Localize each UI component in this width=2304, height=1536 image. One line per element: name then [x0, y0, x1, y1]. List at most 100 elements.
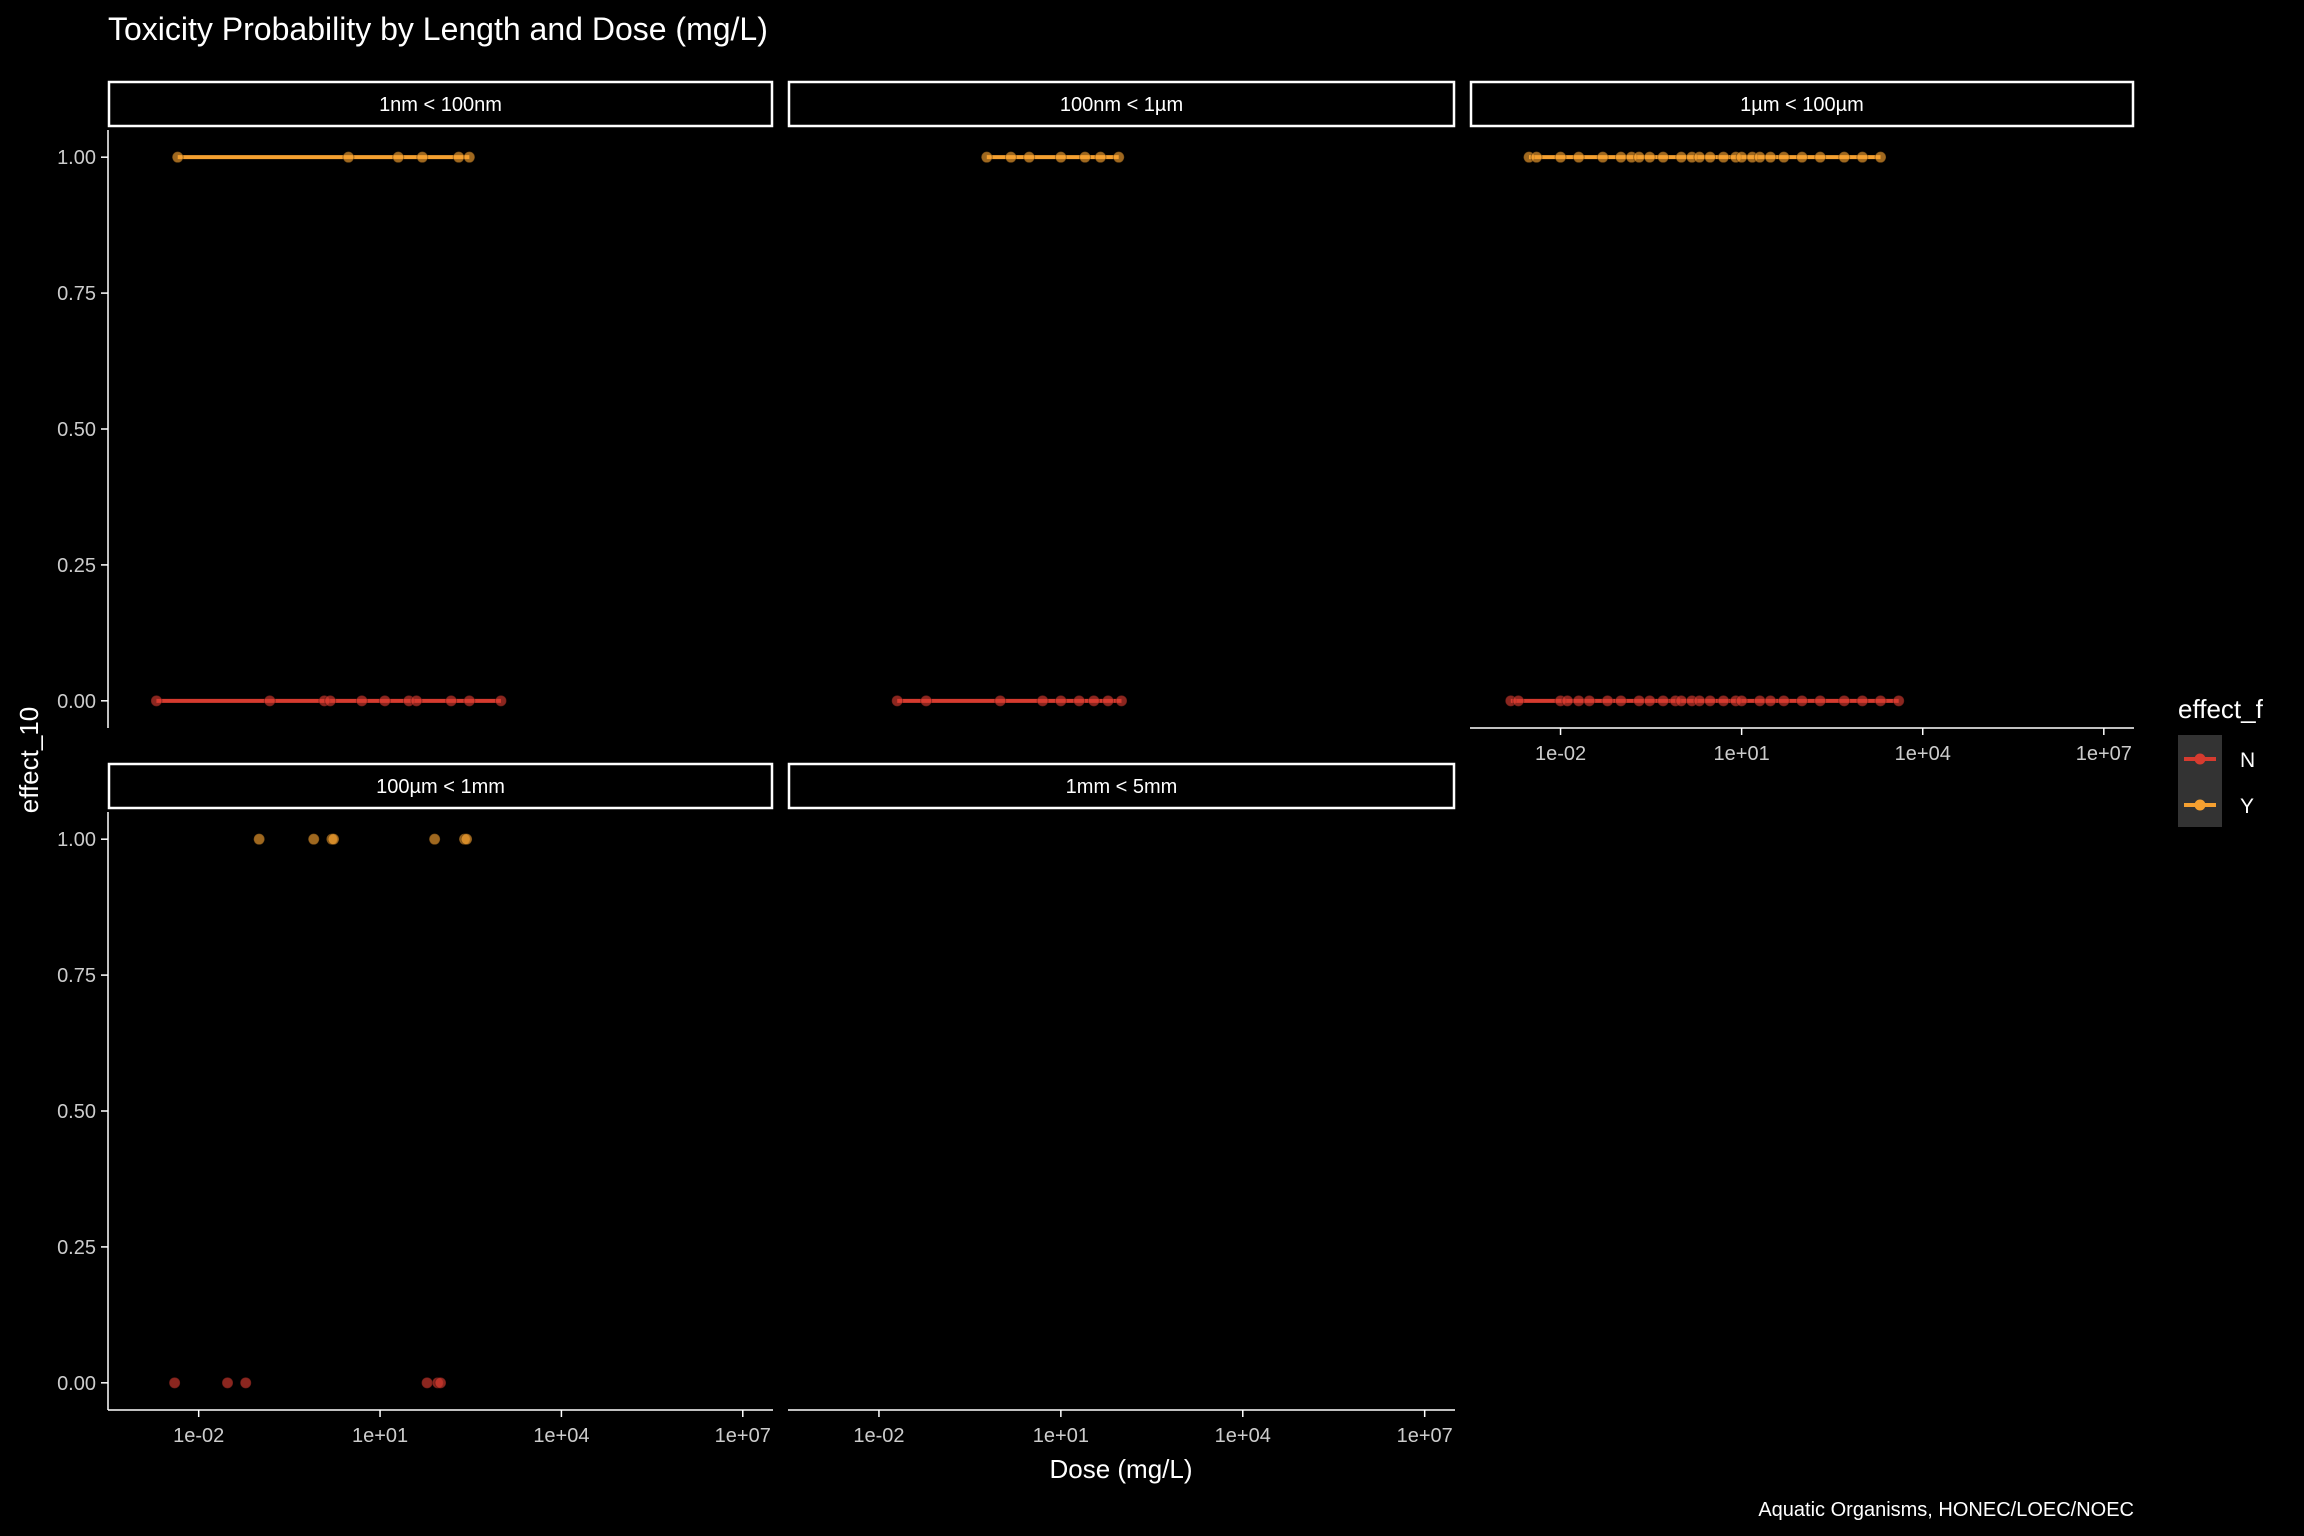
panel-100-m-1mm-series-n-point: [434, 1376, 447, 1389]
chart-title: Toxicity Probability by Length and Dose …: [108, 11, 768, 47]
panel-100-m-1mm-series-n-point: [168, 1376, 181, 1389]
panel-1-m-100-m-series-y-point: [1735, 151, 1748, 164]
panel-1nm-100nm-series-y-point: [416, 151, 429, 164]
panel-1-m-100-m-series-n-point: [1838, 694, 1851, 707]
panel-100-m-1mm-y-tick-label: 0.75: [57, 965, 96, 987]
panel-1-m-100-m-series-n-point: [1512, 694, 1525, 707]
panel-1-m-100-m-series-n-point: [1796, 694, 1808, 707]
panel-1-m-100-m-series-y-point: [1753, 151, 1766, 164]
panel-1-m-100-m-series-y-point: [1530, 151, 1543, 164]
legend-keys-background: [2178, 735, 2222, 827]
panel-1-m-100-m-series-n-point: [1874, 694, 1887, 707]
panel-100nm-1-m-series-y-point: [1094, 151, 1107, 164]
panel-100-m-1mm-series-y-point: [253, 833, 266, 846]
facet-panels: 1nm < 100nm 0.00 0.25 0.50 0.75 1.00 100nm < 1…: [57, 80, 2135, 1447]
panel-1nm-100nm: 1nm < 100nm 0.00 0.25 0.50 0.75 1.00: [57, 80, 774, 728]
panel-1-m-100-m-series-n-point: [1814, 694, 1827, 707]
panel-1-m-100-m-series-n-point: [1735, 694, 1748, 707]
panel-1-m-100-m-series-n-point: [1892, 694, 1905, 707]
panel-1nm-100nm-series-y-point: [463, 151, 476, 164]
panel-1mm-5mm-strip-label: 1mm < 5mm: [1066, 776, 1178, 798]
panel-100nm-1-m-series-n-point: [994, 694, 1007, 707]
panel-1-m-100-m-series-n-point: [1643, 694, 1656, 707]
panel-1-m-100-m-series-y-point: [1838, 151, 1851, 164]
panel-100nm-1-m-series-n-point: [920, 694, 933, 707]
panel-1-m-100-m-series-y-point: [1633, 151, 1646, 164]
panel-1nm-100nm-y-tick-label: 1.00: [57, 147, 96, 169]
panel-1nm-100nm-y-tick-label: 0.00: [57, 691, 96, 713]
panel-1-m-100-m-series-n-point: [1753, 694, 1766, 707]
panel-100nm-1-m-series-n-point: [1102, 694, 1115, 707]
panel-1-m-100-m-series-y-point: [1643, 151, 1656, 164]
panel-1-m-100-m-series-y-point: [1614, 151, 1627, 164]
panel-1-m-100-m-series-y-point: [1874, 151, 1887, 164]
panel-1nm-100nm-series-y-point: [342, 151, 355, 164]
legend-label: N: [2240, 749, 2255, 772]
panel-1-m-100-m-series-y-point: [1777, 151, 1790, 164]
chart-caption: Aquatic Organisms, HONEC/LOEC/NOEC: [1758, 1499, 2134, 1521]
panel-1mm-5mm-x-tick-label: 1e+01: [1033, 1425, 1089, 1447]
panel-100nm-1-m-strip: [787, 80, 1456, 128]
panel-1nm-100nm-series-n-point: [463, 694, 476, 707]
panel-100nm-1-m-series-y-point: [1078, 151, 1091, 164]
panel-1-m-100-m-strip-label: 1µm < 100µm: [1740, 94, 1864, 116]
panel-100nm-1-m-series-n-point: [891, 694, 904, 707]
panel-100-m-1mm-strip-label: 100µm < 1mm: [376, 776, 505, 798]
panel-1-m-100-m-series-n-point: [1601, 694, 1614, 707]
panel-100-m-1mm-x-tick-label: 1e+04: [533, 1425, 589, 1447]
panel-100nm-1-m-series-n-point: [1054, 694, 1067, 707]
panel-1nm-100nm-strip: [107, 80, 774, 128]
panel-1nm-100nm-series-n-point: [150, 694, 163, 707]
panel-100-m-1mm-series-y-point: [428, 833, 441, 846]
panel-1-m-100-m-series-n-point: [1657, 694, 1670, 707]
panel-1-m-100-m-series-y-point: [1814, 151, 1827, 164]
panel-1-m-100-m-series-n-point: [1675, 694, 1688, 707]
panel-100-m-1mm-series-n-point: [221, 1376, 234, 1389]
panel-100-m-1mm-strip: [107, 762, 774, 810]
panel-1nm-100nm-y-tick-label: 0.25: [57, 555, 96, 577]
panel-100-m-1mm-x-tick-label: 1e-02: [173, 1425, 224, 1447]
panel-1-m-100-m-series-n-point: [1704, 694, 1717, 707]
x-axis-label: Dose (mg/L): [1049, 1454, 1192, 1484]
panel-100-m-1mm-y-tick-label: 1.00: [57, 829, 96, 851]
panel-100-m-1mm-series-y-point: [460, 833, 473, 846]
panel-100-m-1mm-series-n-point: [239, 1376, 252, 1389]
panel-1-m-100-m-series-y-point: [1717, 151, 1730, 164]
panel-100-m-1mm-x-tick-label: 1e+07: [715, 1425, 771, 1447]
panel-1nm-100nm-y-tick-label: 0.75: [57, 283, 96, 305]
panel-1-m-100-m-series-n-point: [1764, 694, 1777, 707]
panel-1-m-100-m-series-y-point: [1764, 151, 1777, 164]
panel-1nm-100nm-strip-label: 1nm < 100nm: [379, 94, 502, 116]
legend-title: effect_f: [2178, 694, 2264, 724]
panel-1-m-100-m-series-n-point: [1583, 694, 1596, 707]
panel-1nm-100nm-series-n-point: [355, 694, 368, 707]
panel-1mm-5mm-x-tick-label: 1e+04: [1215, 1425, 1271, 1447]
panel-100-m-1mm-series-y-point: [307, 833, 320, 846]
panel-100-m-1mm-y-tick-label: 0.00: [57, 1373, 96, 1395]
legend-key-point: [2194, 799, 2206, 811]
panel-100nm-1-m-series-n-point: [1073, 694, 1086, 707]
panel-1-m-100-m-series-y-point: [1704, 151, 1717, 164]
panel-100nm-1-m-series-y-point: [1004, 151, 1017, 164]
panel-100-m-1mm-y-tick-label: 0.25: [57, 1237, 96, 1259]
panel-1mm-5mm: 1mm < 5mm 1e-02 1e+01 1e+04 1e+07: [787, 762, 1456, 1447]
panel-1-m-100-m-x-tick-label: 1e+07: [2076, 743, 2132, 765]
panel-1mm-5mm-x-tick-label: 1e+07: [1397, 1425, 1453, 1447]
panel-1-m-100-m-series-n-point: [1561, 694, 1574, 707]
panel-100-m-1mm-x-tick-label: 1e+01: [352, 1425, 408, 1447]
legend-entry-n: N: [2184, 749, 2255, 772]
panel-1-m-100-m-series-n-point: [1856, 694, 1869, 707]
panel-100nm-1-m-series-y-point: [1112, 151, 1125, 164]
legend-entry-y: Y: [2184, 795, 2254, 818]
panel-100nm-1-m-strip-label: 100nm < 1µm: [1060, 94, 1183, 116]
y-axis-label: effect_10: [14, 707, 44, 814]
panel-100nm-1-m-series-n-point: [1115, 694, 1128, 707]
panel-100nm-1-m-series-y-point: [980, 151, 993, 164]
panel-1-m-100-m-series-n-point: [1633, 694, 1646, 707]
panel-1-m-100-m-x-tick-label: 1e+01: [1714, 743, 1770, 765]
panel-1-m-100-m-series-y-point: [1657, 151, 1670, 164]
panel-1-m-100-m-series-n-point: [1693, 694, 1706, 707]
panel-100nm-1-m-series-y-point: [1054, 151, 1067, 164]
panel-100-m-1mm: 100µm < 1mm 0.00 0.25 0.50 0.75 1.00 1e-02 1e+0…: [57, 762, 774, 1447]
